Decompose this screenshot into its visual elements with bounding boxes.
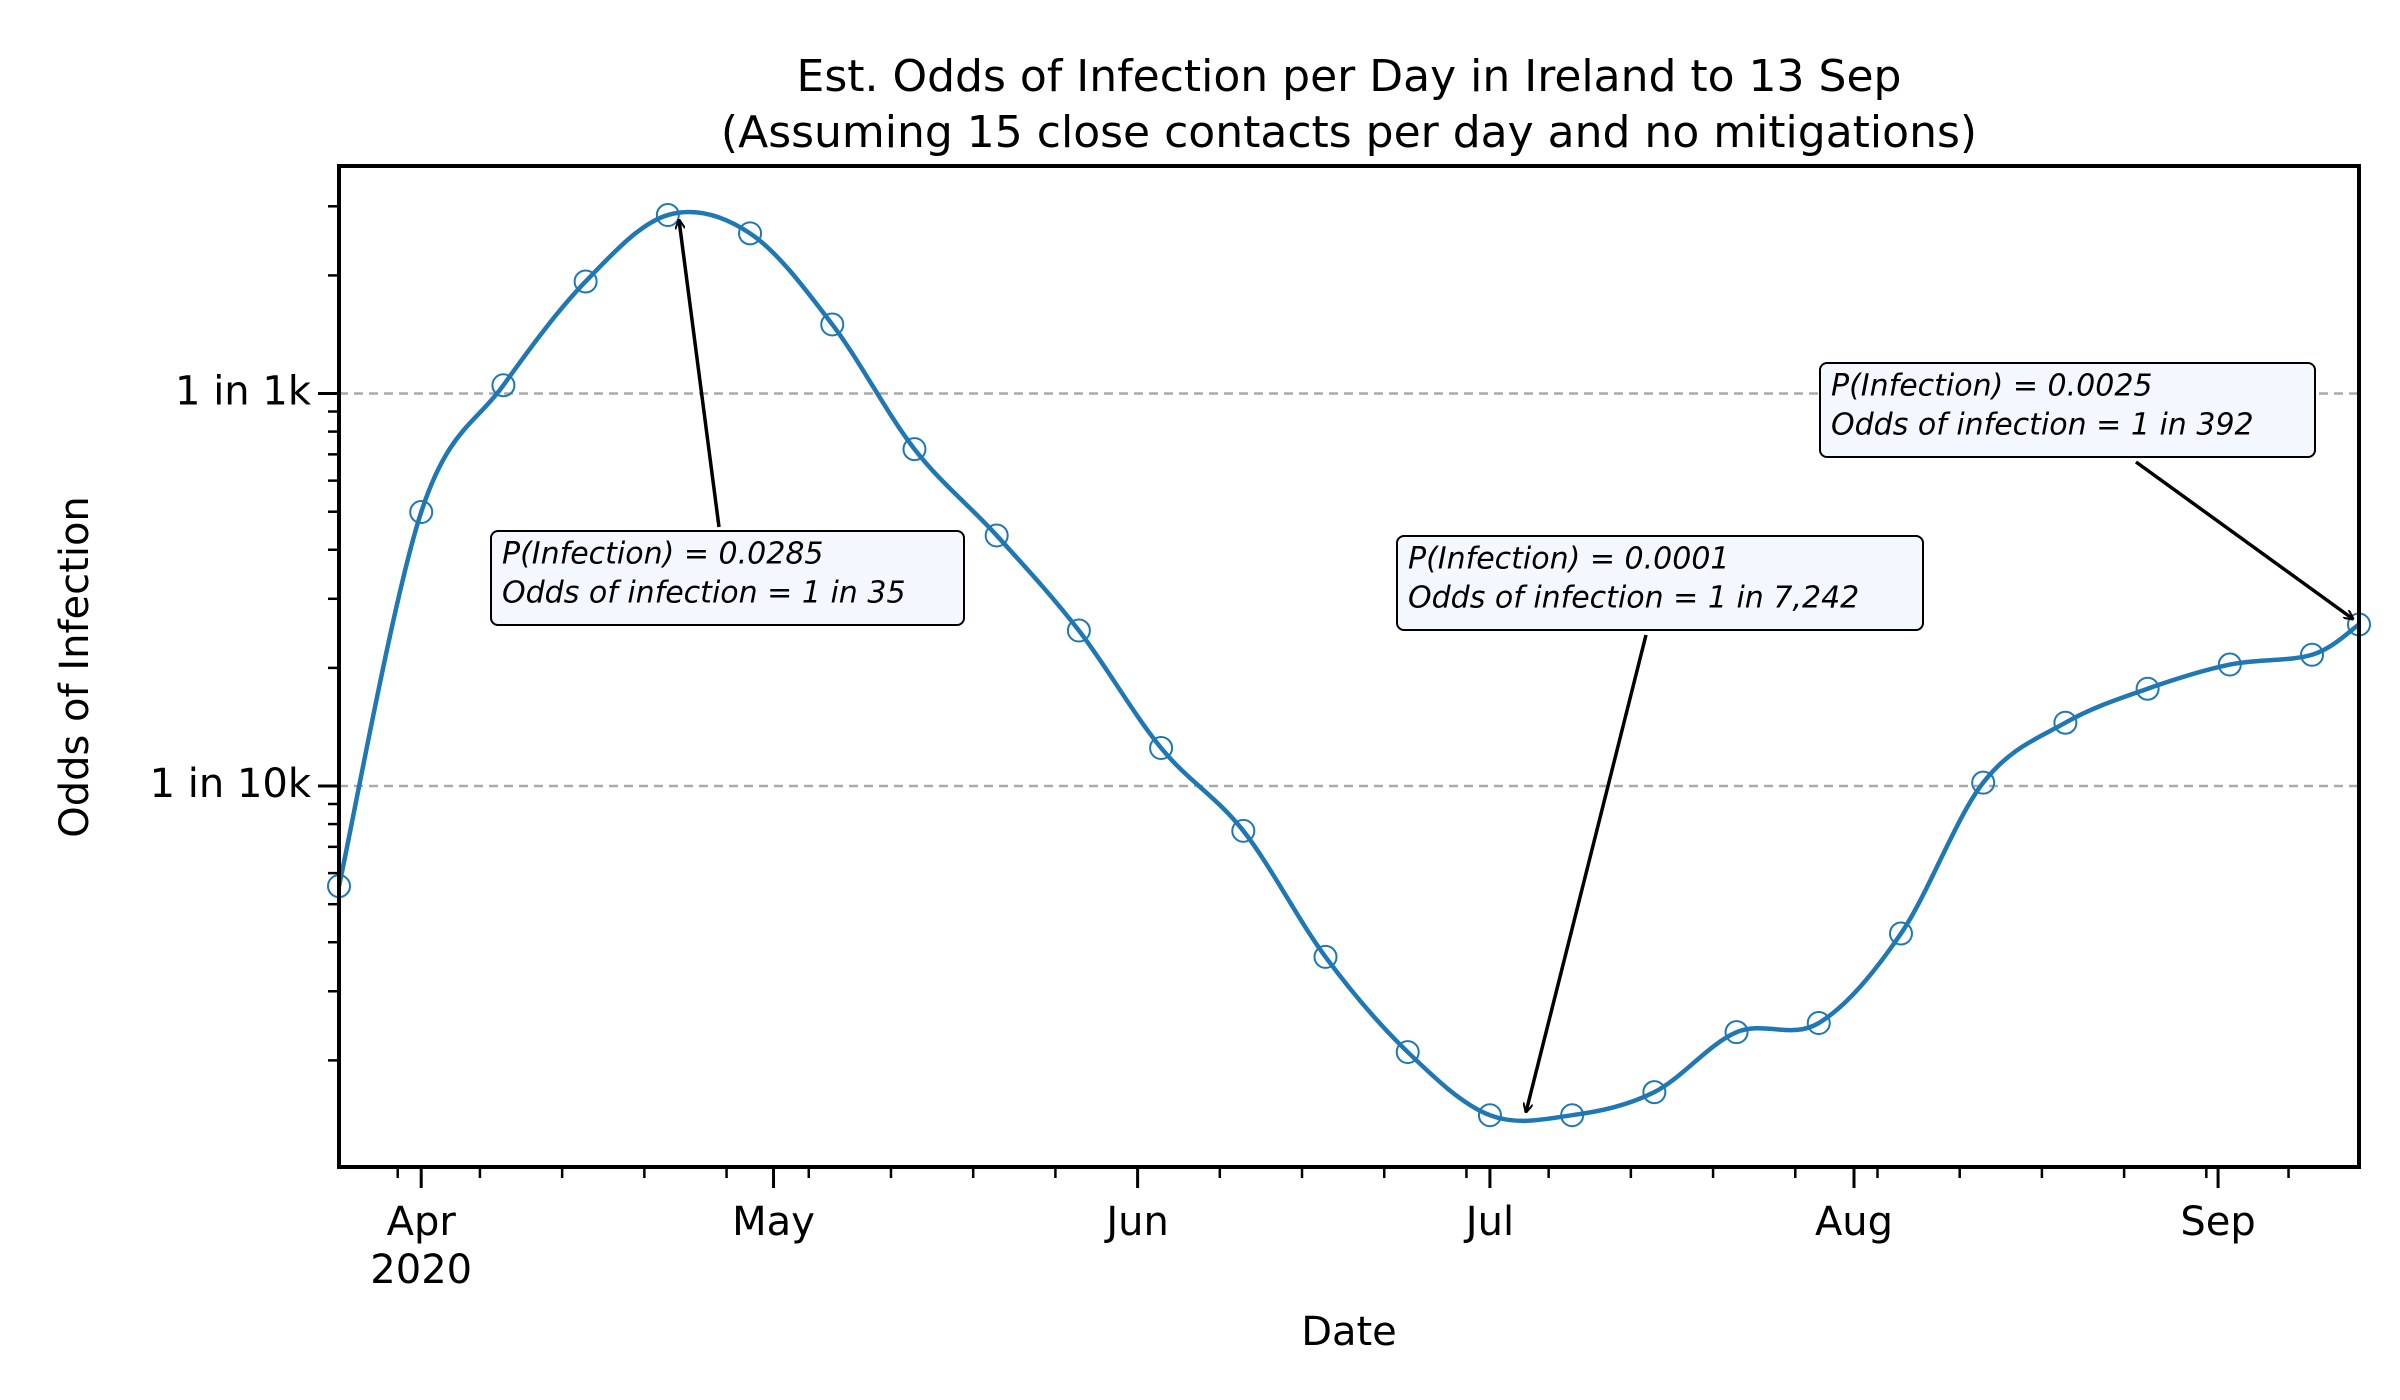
annotation-arrow	[679, 220, 721, 528]
annotation-text: Odds of infection = 1 in 35	[502, 576, 906, 611]
data-point	[1477, 1103, 1502, 1128]
annotation-box	[1396, 535, 1924, 631]
chart-subtitle: (Assuming 15 close contacts per day and …	[721, 107, 1977, 158]
x-tick-label: Jul	[1463, 1199, 1514, 1245]
data-point	[409, 500, 434, 525]
x-axis-label: Date	[1301, 1309, 1397, 1355]
annotation-text: Odds of infection = 1 in 7,242	[1408, 581, 1859, 616]
data-point	[1806, 1011, 1831, 1036]
data-point	[1971, 770, 1996, 795]
x-tick-label: Aug	[1815, 1199, 1893, 1245]
annotation-text: P(Infection) = 0.0001	[1408, 542, 1730, 577]
y-axis-label: Odds of Infection	[52, 496, 98, 838]
data-point	[2217, 652, 2242, 677]
plot-frame	[337, 164, 2361, 1169]
data-point	[1888, 921, 1913, 946]
data-point	[1066, 618, 1091, 643]
data-point	[738, 221, 763, 246]
annotation-text: Odds of infection = 1 in 392	[1831, 408, 2254, 443]
data-point	[1231, 818, 1256, 843]
y-tick-label: 1 in 1k	[175, 369, 312, 415]
data-point	[1560, 1103, 1585, 1128]
chart-title: Est. Odds of Infection per Day in Irelan…	[797, 51, 1902, 102]
x-tick-label: Jun	[1103, 1199, 1169, 1245]
data-point	[1395, 1040, 1420, 1065]
data-point	[655, 203, 680, 228]
y-tick-label: 1 in 10k	[150, 761, 312, 807]
data-point	[984, 523, 1009, 548]
data-point	[2053, 710, 2078, 735]
data-point	[820, 312, 845, 337]
x-tick-year: 2020	[370, 1247, 472, 1293]
x-tick-label: Apr	[387, 1199, 457, 1245]
series-line	[336, 209, 2361, 1124]
data-point	[573, 269, 598, 294]
data-point	[491, 373, 516, 398]
x-tick-label: May	[732, 1199, 815, 1245]
annotation-arrow	[1526, 634, 1648, 1112]
annotation-arrow	[2134, 460, 2353, 619]
annotation-box	[1819, 362, 2316, 458]
data-point	[1149, 736, 1174, 761]
x-tick-label: Sep	[2180, 1199, 2255, 1245]
data-point	[2135, 676, 2160, 701]
annotation-text: P(Infection) = 0.0025	[1831, 369, 2153, 404]
data-point	[1724, 1020, 1749, 1045]
annotation-text: P(Infection) = 0.0285	[502, 537, 824, 572]
data-point	[1642, 1080, 1667, 1105]
annotation-box	[490, 530, 965, 626]
data-point	[2300, 642, 2325, 667]
data-point	[902, 437, 927, 462]
data-point	[1313, 944, 1338, 969]
